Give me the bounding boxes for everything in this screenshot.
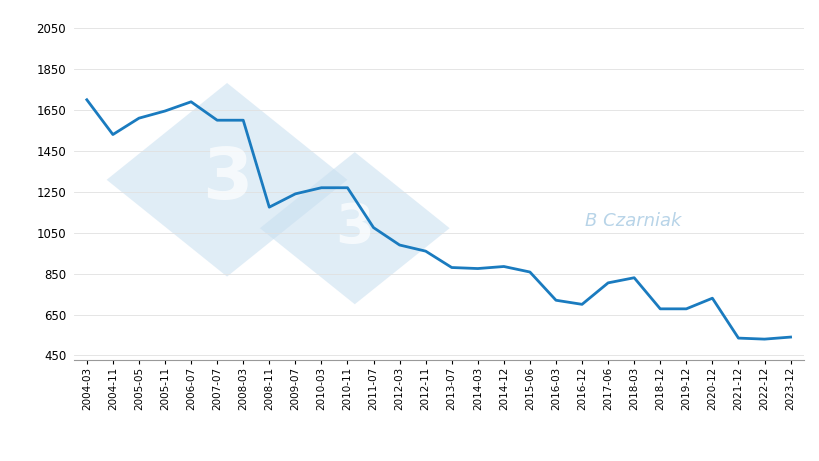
Polygon shape	[260, 152, 449, 304]
Text: 3: 3	[201, 145, 252, 214]
Text: 3: 3	[335, 201, 373, 255]
Text: B Czarniak: B Czarniak	[584, 212, 681, 230]
Polygon shape	[106, 83, 347, 277]
